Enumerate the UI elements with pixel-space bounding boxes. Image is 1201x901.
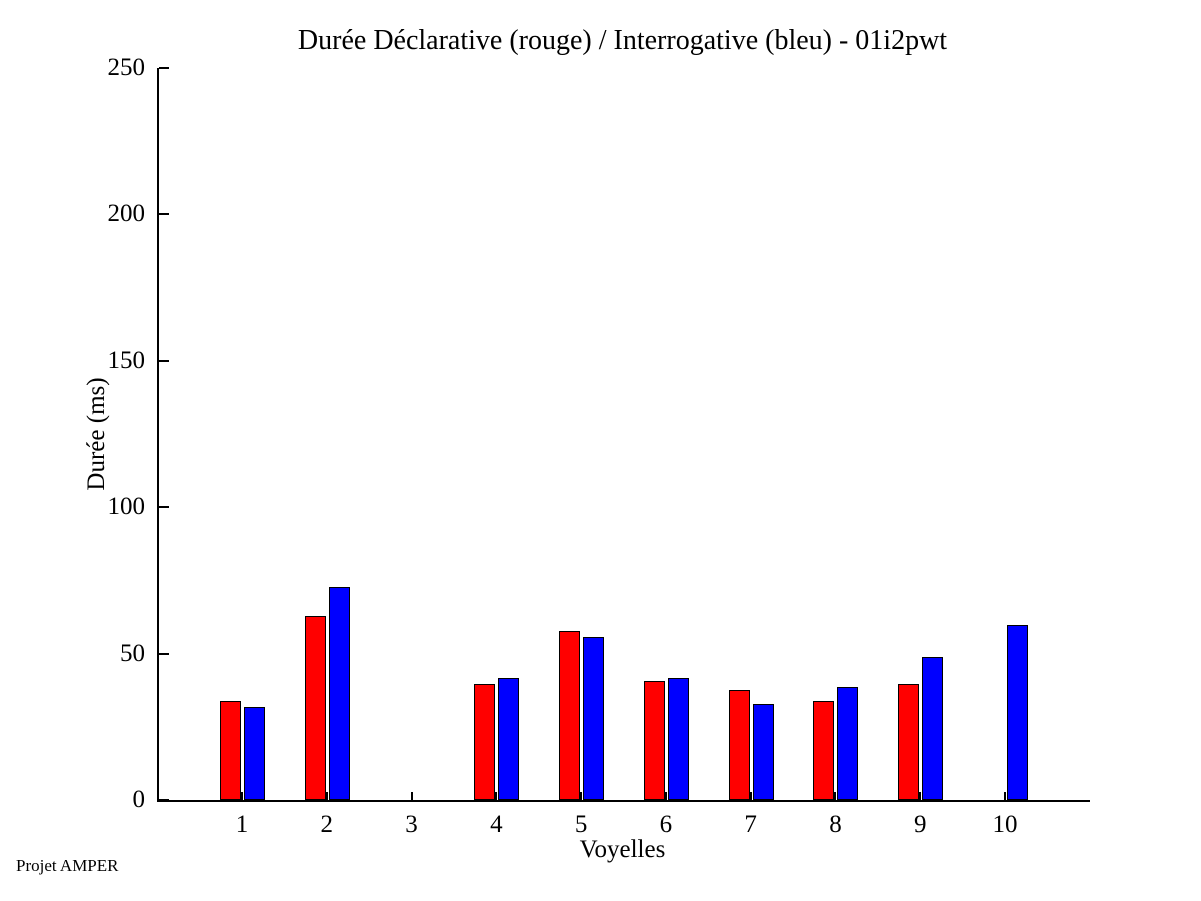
x-axis-label: Voyelles — [579, 836, 666, 863]
x-tick-label: 7 — [744, 811, 757, 838]
y-axis-tick — [159, 652, 169, 655]
x-tick-label: 6 — [659, 811, 673, 838]
bar-declarative-1 — [220, 701, 241, 800]
bar-declarative-6 — [643, 681, 665, 800]
y-tick-label: 0 — [132, 786, 146, 813]
y-axis-tick — [159, 213, 169, 216]
x-tick-label: 3 — [405, 811, 418, 838]
y-axis-label: Durée (ms) — [83, 377, 110, 491]
bar-interrogative-2 — [328, 587, 350, 800]
x-axis-tick — [410, 792, 413, 800]
y-tick-label: 250 — [107, 54, 146, 81]
y-tick-label: 150 — [107, 346, 146, 374]
y-axis-tick — [159, 506, 169, 509]
bar-interrogative-5 — [583, 637, 605, 800]
bar-declarative-9 — [898, 684, 920, 800]
y-axis-tick — [159, 799, 169, 801]
x-tick-label: 2 — [320, 811, 334, 838]
x-axis-tick — [919, 792, 922, 800]
plot-area: 0 50 100 150 200 250 1 2 3 4 5 6 7 8 9 10 — [108, 54, 1090, 838]
x-tick-label: 9 — [913, 811, 927, 838]
y-tick-label: 200 — [107, 200, 146, 228]
x-axis-tick — [834, 792, 837, 800]
bar-interrogative-9 — [922, 657, 944, 800]
bar-interrogative-10 — [1007, 625, 1028, 800]
y-axis-tick — [159, 359, 169, 362]
x-tick-label: 1 — [235, 811, 249, 838]
x-axis-tick — [580, 792, 583, 800]
x-axis-tick — [241, 792, 243, 800]
bar-declarative-2 — [304, 616, 326, 800]
bar-interrogative-6 — [667, 678, 689, 800]
bar-declarative-5 — [559, 631, 581, 800]
bar-interrogative-7 — [752, 704, 774, 800]
bar-interrogative-8 — [837, 687, 859, 800]
bar-interrogative-1 — [244, 707, 265, 800]
y-axis-tick — [159, 67, 169, 69]
x-axis-tick — [495, 792, 498, 800]
chart-title: Durée Déclarative (rouge) / Interrogativ… — [297, 25, 948, 56]
bar-interrogative-4 — [498, 678, 520, 800]
bar-declarative-8 — [813, 701, 835, 800]
y-tick-label: 50 — [120, 639, 145, 667]
bar-declarative-7 — [728, 690, 750, 800]
x-axis-tick — [749, 792, 752, 800]
x-tick-label: 4 — [490, 811, 503, 838]
bar-declarative-4 — [474, 684, 496, 800]
y-tick-label: 100 — [107, 493, 146, 521]
x-axis-tick — [664, 792, 667, 800]
x-tick-label: 10 — [992, 811, 1018, 838]
project-footer: Projet AMPER — [16, 856, 119, 875]
x-axis-tick — [325, 792, 328, 800]
x-tick-label: 5 — [574, 811, 588, 838]
x-tick-label: 8 — [829, 811, 842, 838]
x-axis-tick — [1004, 792, 1006, 800]
